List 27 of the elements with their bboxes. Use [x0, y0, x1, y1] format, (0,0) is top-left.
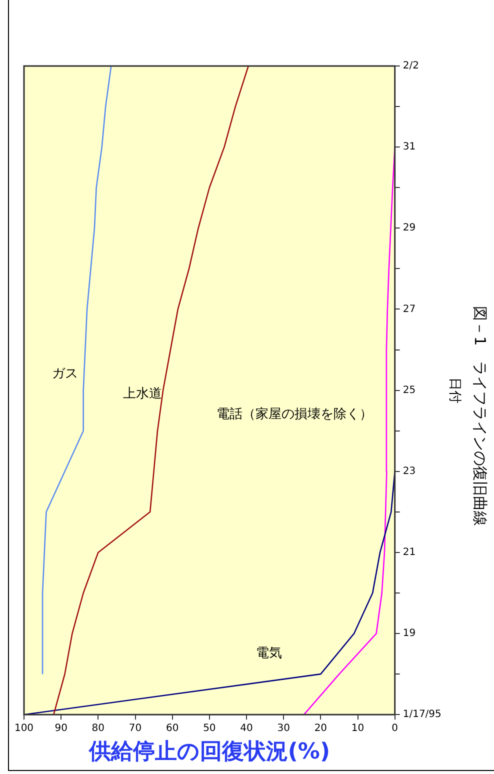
- x-tick-label: 90: [54, 723, 68, 734]
- x-tick-label: 30: [277, 723, 290, 734]
- x-tick-label: 40: [240, 723, 253, 734]
- y-tick-label: 19: [402, 628, 416, 640]
- series-label: 電話（家屋の損壊を除く）: [216, 406, 373, 422]
- x-tick-label: 70: [128, 723, 142, 734]
- y-tick-label: 21: [402, 547, 416, 558]
- x-tick-label: 80: [92, 723, 105, 734]
- y-tick-label: 1/17/95: [402, 709, 442, 720]
- y-tick-label: 23: [402, 466, 416, 477]
- x-tick-label: 20: [314, 723, 328, 734]
- y-tick-label: 25: [402, 384, 416, 396]
- x-tick-label: 10: [351, 723, 364, 734]
- x-tick-label: 100: [14, 723, 34, 734]
- series-label: ガス: [52, 366, 78, 382]
- x-axis-title: 供給停止の回復状況(%): [88, 740, 330, 765]
- y-tick-label: 27: [402, 304, 416, 315]
- y-tick-label: 31: [402, 142, 416, 153]
- x-tick-label: 50: [203, 723, 216, 734]
- y-tick-label: 29: [402, 222, 416, 234]
- x-tick-label: 60: [166, 723, 179, 734]
- x-tick-label: 0: [392, 723, 398, 734]
- series-label: 上水道: [123, 386, 162, 402]
- y-tick-label: 2/2: [402, 60, 419, 72]
- y-axis-title: 日付: [446, 377, 462, 404]
- text: 図－1 ライフラインの復旧曲線: [471, 306, 490, 526]
- series-label: 電気: [256, 646, 282, 662]
